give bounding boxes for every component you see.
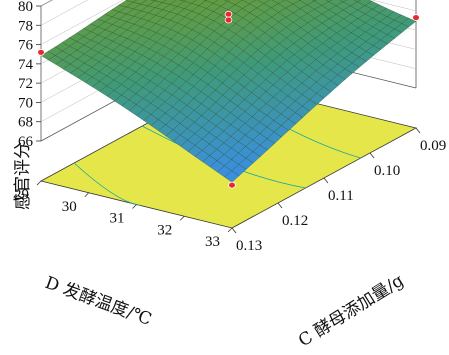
y-tick-label: 29 <box>14 187 29 203</box>
y-tick-mark <box>179 215 185 221</box>
x-tick-label: 0.10 <box>374 163 400 179</box>
x-axis-label: C 酵母添加量/g <box>295 271 407 352</box>
y-tick-label: 30 <box>62 199 77 215</box>
x-tick-mark <box>415 127 421 134</box>
x-tick-mark <box>369 152 375 159</box>
x-tick-label: 0.13 <box>236 238 262 254</box>
y-tick-mark <box>84 192 90 198</box>
x-tick-label: 0.09 <box>420 138 446 154</box>
z-tick-label: 78 <box>18 18 33 34</box>
x-tick-mark <box>323 177 329 184</box>
y-tick-label: 33 <box>205 234 220 250</box>
z-axis-label: 感官评分 <box>13 142 33 210</box>
z-tick-label: 68 <box>18 115 33 131</box>
x-tick-mark <box>231 227 237 234</box>
y-tick-label: 31 <box>110 211 125 227</box>
y-tick-mark <box>132 204 137 209</box>
floor-contour <box>73 162 141 206</box>
design-point <box>37 48 45 56</box>
x-tick-label: 0.11 <box>328 188 354 204</box>
design-points <box>37 10 420 189</box>
design-point <box>224 10 233 18</box>
design-point <box>412 14 420 22</box>
design-point <box>224 16 233 24</box>
z-tick-label: 72 <box>18 76 33 92</box>
y-tick-mark <box>36 180 42 186</box>
z-tick-label: 74 <box>18 57 34 73</box>
z-tick-label: 76 <box>18 38 34 54</box>
z-tick-label: 66 <box>18 134 34 150</box>
axis-ticks: 66 68 70 72 74 76 78 80 29 30 31 32 33 0.09 0.10 0.11 0.… <box>14 0 446 254</box>
z-tick-label: 80 <box>18 0 33 15</box>
response-surface <box>40 0 417 183</box>
x-tick-label: 0.12 <box>282 213 308 229</box>
x-tick-mark <box>277 202 283 209</box>
z-tick-label: 70 <box>18 95 33 111</box>
y-axis-label: D 发酵温度/℃ <box>42 273 154 330</box>
design-point <box>228 181 236 189</box>
y-tick-mark <box>227 227 233 233</box>
box-gridline <box>40 0 124 45</box>
y-tick-label: 32 <box>157 222 172 238</box>
